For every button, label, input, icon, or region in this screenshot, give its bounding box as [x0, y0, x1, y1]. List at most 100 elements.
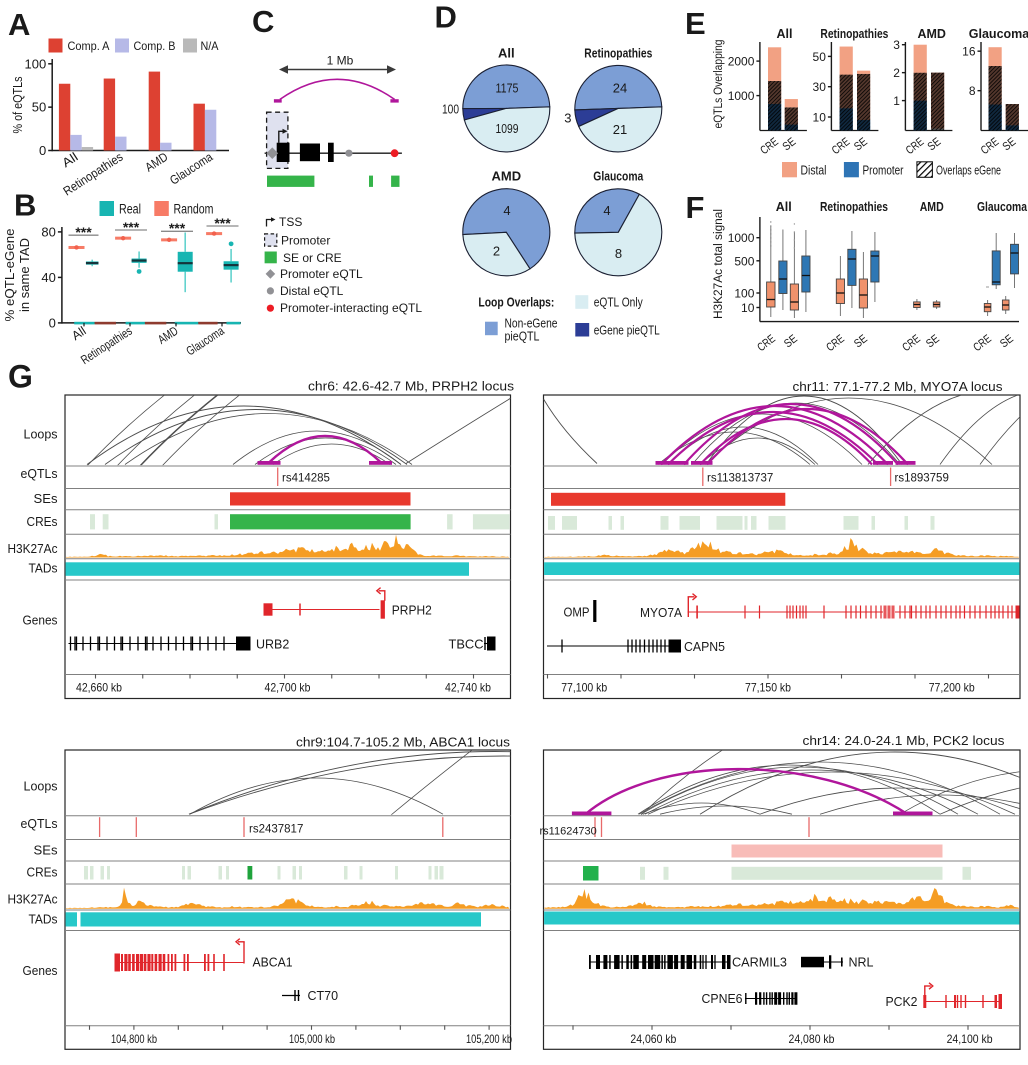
svg-text:105,000 kb: 105,000 kb	[289, 1032, 335, 1046]
svg-text:1: 1	[893, 94, 900, 108]
svg-text:4: 4	[503, 203, 510, 218]
svg-text:2000: 2000	[728, 55, 755, 69]
svg-text:30: 30	[813, 80, 827, 94]
svg-text:URB2: URB2	[256, 638, 289, 652]
svg-text:E: E	[685, 6, 706, 41]
svg-text:MYO7A: MYO7A	[640, 606, 683, 620]
svg-text:77,100 kb: 77,100 kb	[561, 681, 607, 695]
svg-text:8: 8	[615, 246, 622, 261]
svg-text:CPNE6: CPNE6	[702, 992, 743, 1006]
svg-text:24,080 kb: 24,080 kb	[789, 1032, 835, 1046]
svg-text:rs1893759: rs1893759	[895, 473, 949, 485]
svg-text:16: 16	[962, 45, 976, 59]
svg-text:CT70: CT70	[308, 989, 339, 1003]
svg-text:50: 50	[32, 100, 46, 115]
svg-text:2: 2	[493, 244, 500, 259]
svg-text:rs414285: rs414285	[282, 473, 330, 485]
svg-text:TADs: TADs	[29, 560, 58, 575]
svg-text:H3K27Ac: H3K27Ac	[8, 892, 58, 907]
svg-text:100: 100	[24, 56, 46, 71]
svg-text:4: 4	[603, 203, 610, 218]
svg-text:Promoter-interacting eQTL: Promoter-interacting eQTL	[280, 301, 422, 315]
svg-text:NRL: NRL	[849, 956, 874, 970]
svg-text:21: 21	[613, 122, 627, 137]
svg-text:42,740 kb: 42,740 kb	[445, 681, 491, 695]
svg-text:104,800 kb: 104,800 kb	[111, 1032, 157, 1046]
svg-text:% eQTL-eGene: % eQTL-eGene	[2, 229, 17, 322]
svg-text:24,100 kb: 24,100 kb	[947, 1032, 993, 1046]
svg-text:Retinopathies: Retinopathies	[820, 27, 888, 41]
svg-text:Loop Overlaps:: Loop Overlaps:	[478, 294, 554, 309]
svg-text:***: ***	[169, 220, 186, 236]
svg-text:Promoter: Promoter	[863, 164, 904, 178]
svg-text:All: All	[776, 200, 792, 214]
svg-text:***: ***	[214, 215, 231, 231]
svg-text:G: G	[8, 359, 33, 395]
svg-text:Distal eQTL: Distal eQTL	[280, 284, 344, 298]
svg-text:chr11: 77.1-77.2 Mb, MYO7A loc: chr11: 77.1-77.2 Mb, MYO7A locus	[793, 379, 1004, 394]
svg-text:rs11624730: rs11624730	[540, 826, 597, 838]
svg-text:***: ***	[123, 219, 140, 235]
svg-text:Comp. B: Comp. B	[134, 39, 176, 53]
svg-text:PCK2: PCK2	[886, 995, 918, 1009]
svg-text:SEs: SEs	[34, 842, 59, 857]
svg-text:50: 50	[813, 50, 827, 64]
svg-text:C: C	[252, 4, 274, 39]
svg-text:2: 2	[893, 66, 900, 80]
svg-text:chr6: 42.6-42.7 Mb, PRPH2 locu: chr6: 42.6-42.7 Mb, PRPH2 locus	[308, 379, 515, 394]
svg-text:% of eQTLs: % of eQTLs	[10, 76, 25, 133]
svg-text:77,200 kb: 77,200 kb	[929, 681, 975, 695]
svg-text:1 Mb: 1 Mb	[327, 54, 354, 68]
svg-text:CAPN5: CAPN5	[684, 640, 725, 654]
svg-text:PRPH2: PRPH2	[392, 603, 432, 617]
svg-text:SEs: SEs	[34, 491, 59, 506]
svg-text:42,700 kb: 42,700 kb	[265, 681, 311, 695]
svg-text:100: 100	[734, 287, 754, 301]
svg-text:10: 10	[813, 111, 827, 125]
svg-text:pieQTL: pieQTL	[505, 329, 540, 344]
svg-text:ABCA1: ABCA1	[253, 956, 293, 970]
svg-text:Distal: Distal	[801, 164, 827, 178]
svg-text:AMD: AMD	[917, 27, 945, 41]
svg-text:eQTL Only: eQTL Only	[594, 294, 643, 309]
svg-text:1099: 1099	[496, 121, 519, 136]
svg-text:Loops: Loops	[24, 426, 58, 441]
svg-text:500: 500	[734, 254, 754, 268]
svg-text:SE or CRE: SE or CRE	[283, 251, 342, 265]
svg-text:100: 100	[442, 102, 459, 117]
svg-text:Overlaps eGene: Overlaps eGene	[936, 164, 1001, 178]
svg-text:77,150 kb: 77,150 kb	[745, 681, 791, 695]
svg-text:All: All	[69, 324, 88, 343]
svg-text:40: 40	[41, 270, 55, 285]
svg-text:CARMIL3: CARMIL3	[732, 956, 787, 970]
svg-text:in same TAD: in same TAD	[17, 238, 32, 312]
svg-text:Glaucoma: Glaucoma	[593, 169, 644, 184]
svg-text:TSS: TSS	[279, 215, 302, 229]
svg-text:42,660 kb: 42,660 kb	[76, 681, 122, 695]
svg-text:Promoter: Promoter	[281, 234, 330, 248]
svg-text:D: D	[435, 0, 457, 35]
svg-text:8: 8	[969, 84, 976, 98]
svg-text:Glaucoma: Glaucoma	[977, 200, 1028, 214]
svg-text:80: 80	[41, 224, 55, 239]
svg-text:eGene pieQTL: eGene pieQTL	[594, 323, 660, 338]
svg-text:0: 0	[49, 315, 56, 330]
svg-text:1000: 1000	[728, 89, 755, 103]
svg-text:10: 10	[741, 301, 755, 315]
svg-text:rs113813737: rs113813737	[707, 473, 773, 485]
svg-text:1000: 1000	[728, 231, 755, 245]
svg-text:3: 3	[564, 111, 571, 126]
svg-text:AMD: AMD	[920, 200, 944, 214]
svg-text:chr9:104.7-105.2 Mb, ABCA1 loc: chr9:104.7-105.2 Mb, ABCA1 locus	[296, 735, 511, 750]
svg-text:All: All	[498, 46, 515, 61]
svg-text:105,200 kb: 105,200 kb	[466, 1032, 512, 1046]
svg-text:Genes: Genes	[23, 612, 58, 627]
svg-text:Promoter eQTL: Promoter eQTL	[280, 267, 363, 281]
svg-text:B: B	[14, 188, 36, 223]
svg-text:H3K27Ac: H3K27Ac	[8, 541, 58, 556]
svg-text:eQTLs: eQTLs	[21, 466, 58, 481]
svg-text:CREs: CREs	[27, 865, 58, 880]
svg-text:AMD: AMD	[491, 169, 521, 184]
svg-text:Genes: Genes	[23, 963, 58, 978]
svg-text:Comp. A: Comp. A	[68, 39, 110, 53]
